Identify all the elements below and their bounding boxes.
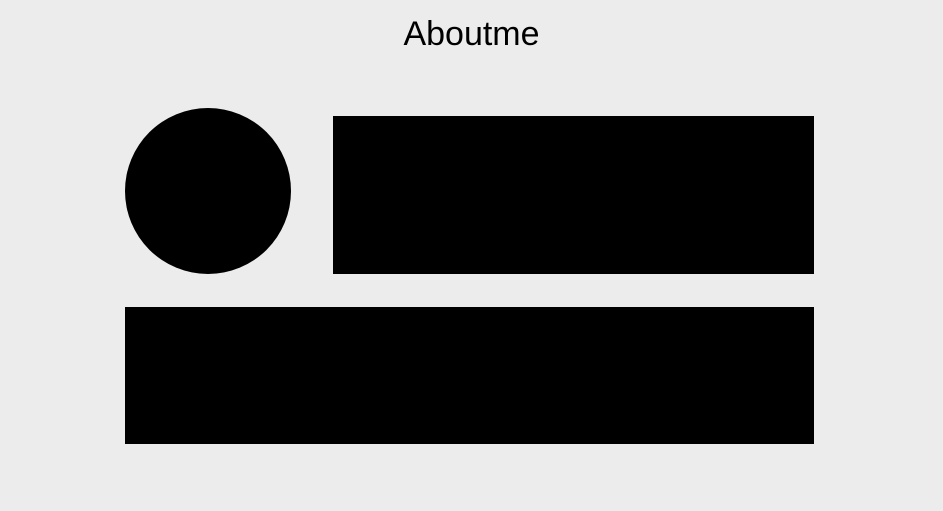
avatar — [125, 108, 291, 274]
page-title: Aboutme — [403, 15, 540, 53]
details-placeholder-block — [125, 307, 814, 444]
bio-placeholder-block — [333, 116, 814, 274]
